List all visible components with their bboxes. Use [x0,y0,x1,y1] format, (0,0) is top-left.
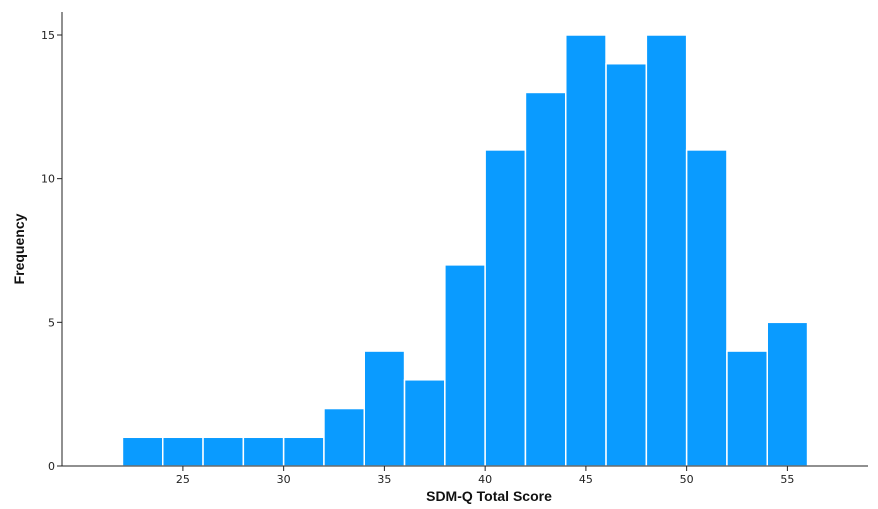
histogram-bar [605,62,648,467]
y-tick-label: 5 [48,316,55,329]
histogram-bar [645,34,688,467]
histogram-bar [282,436,325,467]
histogram-bar [565,34,607,467]
x-tick-label: 40 [478,473,492,486]
x-tick-label: 25 [176,473,190,486]
y-tick-label: 0 [48,460,55,473]
histogram-bar [444,264,486,467]
y-tick-label: 15 [41,29,55,42]
histogram-bar [403,379,446,467]
x-axis-title: SDM-Q Total Score [426,488,552,504]
x-tick-label: 35 [377,473,391,486]
x-tick-label: 50 [680,473,694,486]
histogram-bar [363,350,406,467]
x-tick-label: 45 [579,473,593,486]
histogram-bar [202,436,245,467]
histogram-bar [524,91,567,467]
x-tick-label: 55 [780,473,794,486]
histogram-bar [685,149,728,467]
histogram-bar [121,436,164,467]
y-axis-title: Frequency [11,213,27,284]
y-ticks-group: 0 5 10 15 [41,29,62,473]
histogram-bar [726,350,769,467]
histogram-bar [162,436,204,467]
y-tick-label: 10 [41,173,55,186]
histogram-bar [484,149,527,467]
histogram-bar [766,321,809,467]
histogram-bar [323,407,366,467]
x-tick-label: 30 [277,473,291,486]
histogram-bar [242,436,285,467]
bars-group [121,34,809,467]
x-ticks-group: 25 30 35 40 45 50 55 [176,466,794,486]
